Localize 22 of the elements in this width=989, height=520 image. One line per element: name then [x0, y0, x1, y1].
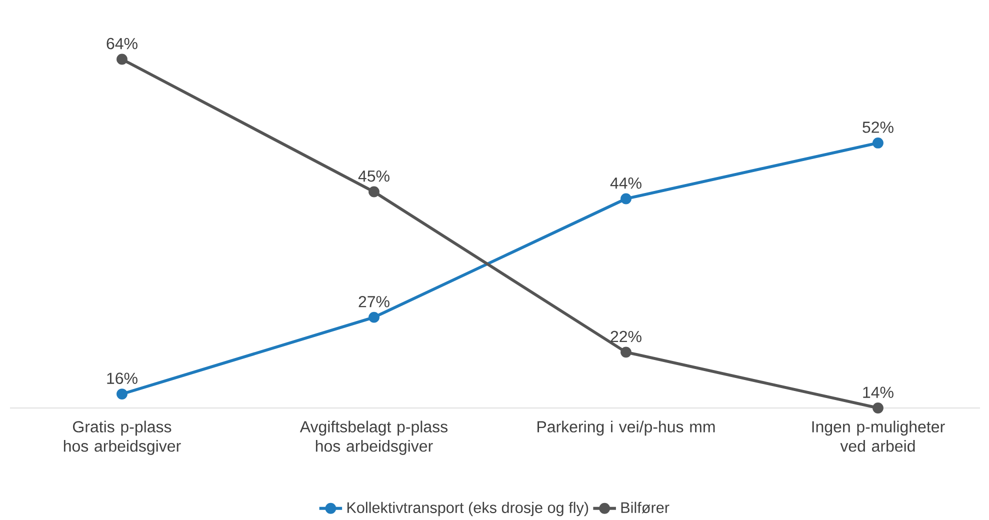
point: [620, 193, 632, 204]
x-tick-label: Ingen p-muligheter ved arbeid: [812, 420, 945, 452]
legend-label: Bilfører: [621, 502, 670, 514]
point: [620, 346, 632, 358]
data-label: 22%: [610, 330, 642, 342]
point: [116, 388, 128, 400]
data-label: 64%: [106, 38, 138, 50]
point: [872, 402, 884, 414]
x-tick-label: Parkering i vei/p-hus mm: [538, 420, 715, 436]
x-tick-label: Avgiftsbelagt p-plass hos arbeidsgiver: [300, 420, 448, 455]
point: [116, 54, 128, 65]
data-label: 44%: [610, 177, 642, 189]
data-label: 14%: [863, 386, 894, 398]
point: [872, 137, 884, 148]
data-label: 45%: [358, 170, 390, 182]
legend-label: Kollektivtransport (eks drosje og fly): [347, 502, 588, 516]
point: [368, 186, 380, 198]
x-tick-label: Gratis p-plass hos arbeidsgiver: [64, 420, 181, 455]
point: [368, 312, 380, 323]
data-label: 27%: [358, 296, 390, 308]
data-label: 52%: [862, 121, 894, 133]
data-label: 16%: [107, 372, 138, 384]
